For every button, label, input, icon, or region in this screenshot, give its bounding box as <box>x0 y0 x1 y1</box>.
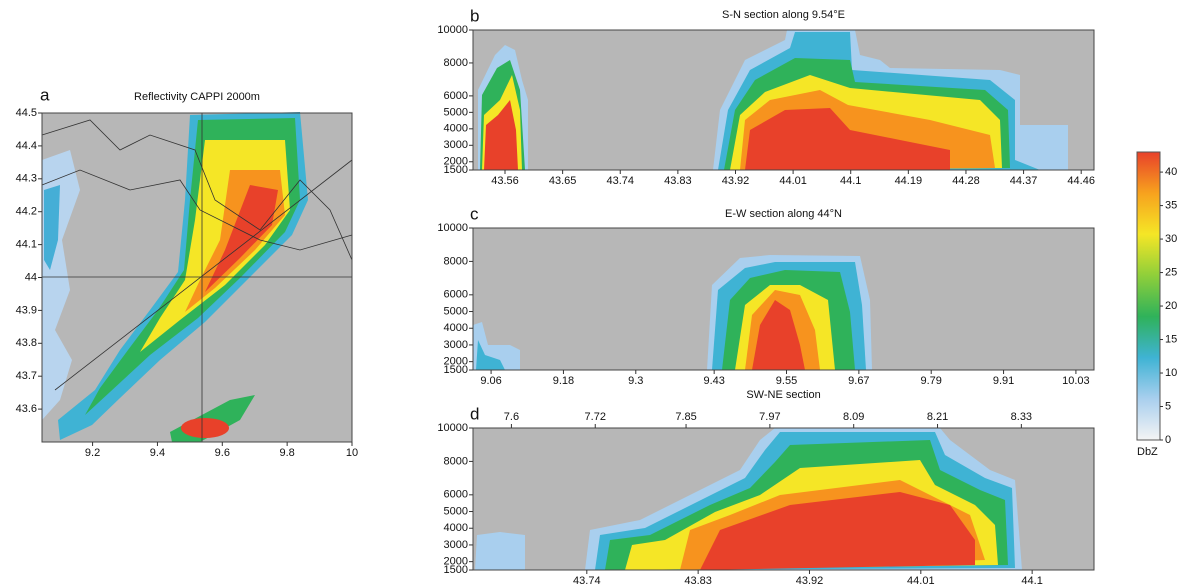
y-tick-label: 6000 <box>444 90 468 102</box>
y-tick-label: 10000 <box>437 422 468 434</box>
panel-label: a <box>40 85 50 104</box>
x-tick-label: 9.6 <box>215 447 230 459</box>
y-tick-label: 44.1 <box>16 239 37 251</box>
figure: Reflectivity CAPPI 2000m a 9.2 9.4 9.6 9.8 10 4… <box>0 0 1184 585</box>
x-tick-label: 43.92 <box>796 575 824 585</box>
x2-tick-label: 8.21 <box>927 411 948 423</box>
y-tick-label: 44 <box>25 271 37 283</box>
colorbar <box>1137 152 1160 440</box>
x-tick-label: 9.06 <box>480 375 501 387</box>
x2-tick-label: 7.6 <box>504 411 519 423</box>
x2-tick-label: 8.33 <box>1011 411 1032 423</box>
colorbar-label: DbZ <box>1137 446 1158 458</box>
x-tick-label: 9.55 <box>776 375 797 387</box>
y-tick-label: 8000 <box>444 455 468 467</box>
x2-tick-label: 7.97 <box>759 411 780 423</box>
x2-tick-label: 7.72 <box>585 411 606 423</box>
y-tick-label: 44.4 <box>16 140 37 152</box>
x-tick-label: 43.74 <box>573 575 601 585</box>
colorbar-tick-label: 30 <box>1165 233 1177 245</box>
y-tick-label: 43.6 <box>16 403 37 415</box>
x-tick-label: 44.28 <box>952 175 980 187</box>
x-tick-label: 44.37 <box>1010 175 1038 187</box>
x-tick-label: 9.2 <box>85 447 100 459</box>
y-tick-label: 10000 <box>437 24 468 36</box>
chart-title: S-N section along 9.54°E <box>722 9 845 21</box>
x-tick-label: 9.18 <box>553 375 574 387</box>
x-tick-label: 44.46 <box>1067 175 1095 187</box>
y-tick-label: 44.2 <box>16 206 37 218</box>
y-tick-label: 2000 <box>444 156 468 168</box>
y-tick-label: 43.7 <box>16 370 37 382</box>
x-tick-label: 43.56 <box>491 175 519 187</box>
x-tick-label: 43.92 <box>722 175 750 187</box>
x-tick-label: 10.03 <box>1062 375 1090 387</box>
y-tick-label: 3000 <box>444 139 468 151</box>
chart-title: E-W section along 44°N <box>725 208 842 220</box>
y-tick-label: 43.9 <box>16 304 37 316</box>
x-tick-label: 43.83 <box>684 575 712 585</box>
x-tick-label: 44.1 <box>1021 575 1042 585</box>
x2-tick-label: 8.09 <box>843 411 864 423</box>
y-tick-label: 43.8 <box>16 337 37 349</box>
fields <box>42 30 1094 570</box>
echo-light <box>475 532 525 570</box>
x2-tick-label: 7.85 <box>675 411 696 423</box>
x-tick-label: 9.91 <box>993 375 1014 387</box>
panel-label: b <box>470 6 479 25</box>
x-tick-label: 9.67 <box>848 375 869 387</box>
y-tick-label: 5000 <box>444 305 468 317</box>
x-tick-label: 44.1 <box>840 175 861 187</box>
panel-label: c <box>470 204 479 223</box>
y-tick-label: 8000 <box>444 255 468 267</box>
y-tick-label: 6000 <box>444 489 468 501</box>
y-tick-label: 4000 <box>444 123 468 135</box>
x-tick-label: 44.19 <box>895 175 923 187</box>
colorbar-tick-label: 40 <box>1165 166 1177 178</box>
colorbar-tick-label: 35 <box>1165 199 1177 211</box>
colorbar-tick-label: 20 <box>1165 300 1177 312</box>
y-tick-label: 8000 <box>444 57 468 69</box>
y-tick-label: 5000 <box>444 106 468 118</box>
x-tick-label: 44.01 <box>907 575 935 585</box>
x-tick-label: 43.65 <box>549 175 577 187</box>
echo-red <box>181 418 229 438</box>
y-tick-label: 3000 <box>444 339 468 351</box>
y-tick-label: 4000 <box>444 322 468 334</box>
y-tick-label: 44.5 <box>16 107 37 119</box>
y-tick-label: 4000 <box>444 522 468 534</box>
chart-title: Reflectivity CAPPI 2000m <box>134 91 260 103</box>
colorbar-tick-label: 0 <box>1165 434 1171 446</box>
chart-title: SW-NE section <box>746 389 820 401</box>
y-tick-label: 44.3 <box>16 173 37 185</box>
x-tick-label: 43.83 <box>664 175 692 187</box>
x-tick-label: 9.79 <box>921 375 942 387</box>
x-tick-label: 44.01 <box>779 175 807 187</box>
x-tick-label: 9.8 <box>279 447 294 459</box>
colorbar-tick-label: 5 <box>1165 400 1171 412</box>
panel-label: d <box>470 404 479 423</box>
colorbar-tick-label: 25 <box>1165 266 1177 278</box>
y-tick-label: 2000 <box>444 556 468 568</box>
x-tick-label: 9.3 <box>628 375 643 387</box>
x-tick-label: 10 <box>346 447 358 459</box>
y-tick-label: 6000 <box>444 289 468 301</box>
y-tick-label: 5000 <box>444 505 468 517</box>
y-tick-label: 2000 <box>444 356 468 368</box>
y-tick-label: 10000 <box>437 222 468 234</box>
colorbar-tick-label: 15 <box>1165 333 1177 345</box>
x-tick-label: 9.43 <box>703 375 724 387</box>
colorbar-tick-label: 10 <box>1165 367 1177 379</box>
x-tick-label: 43.74 <box>606 175 634 187</box>
y-tick-label: 3000 <box>444 539 468 551</box>
x-tick-label: 9.4 <box>150 447 165 459</box>
